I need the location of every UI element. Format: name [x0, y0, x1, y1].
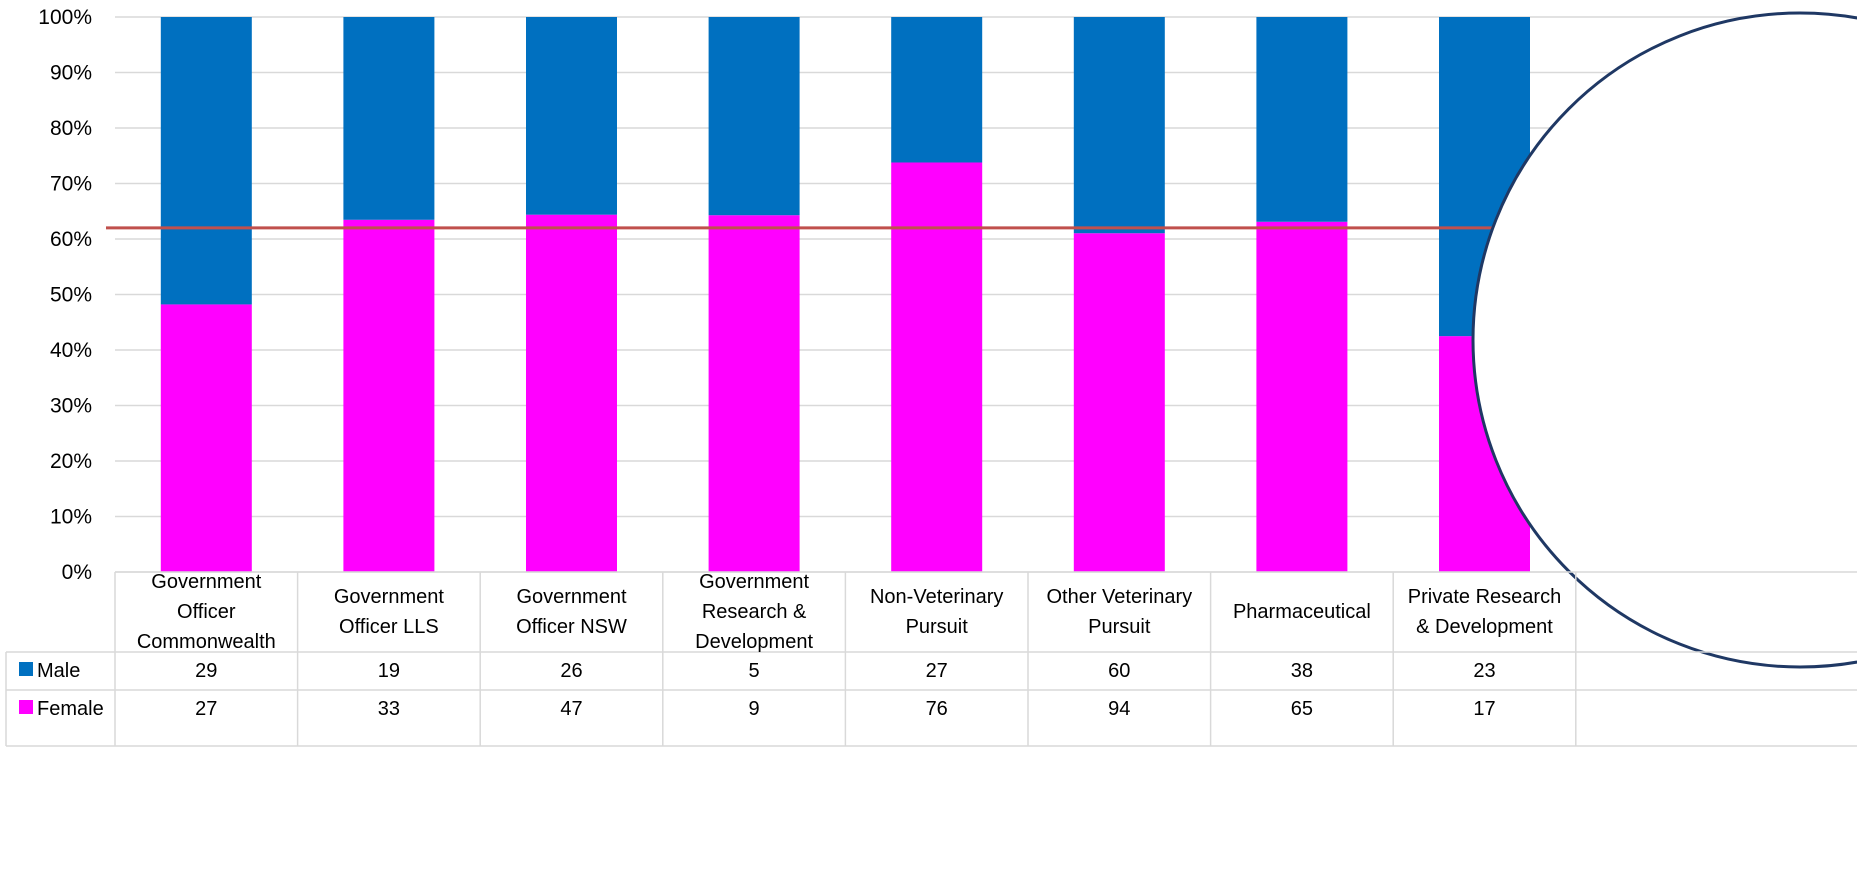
- table-cell-female: 33: [378, 698, 400, 720]
- y-tick-label: 50%: [50, 284, 92, 307]
- y-tick-label: 30%: [50, 395, 92, 418]
- table-cell-male: 60: [1108, 660, 1130, 682]
- legend-label-male: Male: [37, 660, 80, 682]
- bar-male: [526, 17, 617, 215]
- category-label: Government: [151, 571, 261, 593]
- bar-female: [1256, 221, 1348, 573]
- bar-female: [708, 215, 800, 572]
- y-axis-ticks: 0% 10% 20% 30% 40% 50% 60% 70% 80% 90% 100%: [38, 6, 92, 584]
- y-tick-label: 10%: [50, 506, 92, 529]
- table-cell-male: 5: [749, 660, 760, 682]
- bar-female: [1073, 233, 1165, 572]
- category-label: Commonwealth: [137, 631, 276, 653]
- category-label: Pharmaceutical: [1233, 601, 1371, 623]
- y-tick-label: 90%: [50, 62, 92, 85]
- table-cell-female: 76: [926, 698, 948, 720]
- table-cell-female: 17: [1473, 698, 1495, 720]
- table-cell-female: 9: [749, 698, 760, 720]
- y-tick-label: 40%: [50, 339, 92, 362]
- bar-male: [1073, 17, 1165, 234]
- category-label: Government: [699, 571, 809, 593]
- category-label: & Development: [1416, 616, 1553, 638]
- category-label: Research &: [702, 601, 807, 623]
- table-cell-male: 23: [1473, 660, 1495, 682]
- bar-male: [160, 17, 252, 305]
- category-label: Government: [516, 586, 626, 608]
- table-cell-male: 26: [560, 660, 582, 682]
- bar-female: [526, 214, 617, 572]
- callout-group: [1471, 11, 1857, 669]
- y-tick-label: 100%: [38, 6, 92, 29]
- category-label: Development: [695, 631, 813, 653]
- y-tick-label: 20%: [50, 450, 92, 473]
- callout-circle: [1471, 11, 1857, 669]
- table-cell-male: 38: [1291, 660, 1313, 682]
- legend-key-male: [19, 662, 33, 676]
- bar-male: [1256, 17, 1348, 222]
- category-label: Officer: [177, 601, 236, 623]
- y-tick-label: 80%: [50, 117, 92, 140]
- table-cell-male: 19: [378, 660, 400, 682]
- bar-female: [343, 219, 435, 573]
- bar-male: [708, 17, 800, 216]
- bar-male: [891, 17, 983, 163]
- legend-key-female: [19, 700, 33, 714]
- table-cell-female: 27: [195, 698, 217, 720]
- category-label: Pursuit: [1088, 616, 1151, 638]
- category-label: Officer LLS: [339, 616, 439, 638]
- y-tick-label: 60%: [50, 228, 92, 251]
- table-cell-female: 65: [1291, 698, 1313, 720]
- y-tick-label: 70%: [50, 173, 92, 196]
- category-label: Government: [334, 586, 444, 608]
- category-label: Private Research: [1408, 586, 1561, 608]
- category-label: Pursuit: [906, 616, 969, 638]
- bar-female: [160, 304, 252, 572]
- bars: [160, 17, 1530, 573]
- table-cell-male: 29: [195, 660, 217, 682]
- category-label: Other Veterinary: [1046, 586, 1192, 608]
- table-cell-male: 27: [926, 660, 948, 682]
- category-label: Non-Veterinary: [870, 586, 1003, 608]
- bar-male: [343, 17, 435, 220]
- legend-label-female: Female: [37, 698, 104, 720]
- bar-female: [891, 162, 983, 572]
- y-tick-label: 0%: [62, 561, 92, 584]
- table-cell-female: 47: [560, 698, 582, 720]
- table-cell-female: 94: [1108, 698, 1130, 720]
- data-table: Government Officer Commonwealth Government O…: [5, 571, 1857, 747]
- category-label: Officer NSW: [516, 616, 627, 638]
